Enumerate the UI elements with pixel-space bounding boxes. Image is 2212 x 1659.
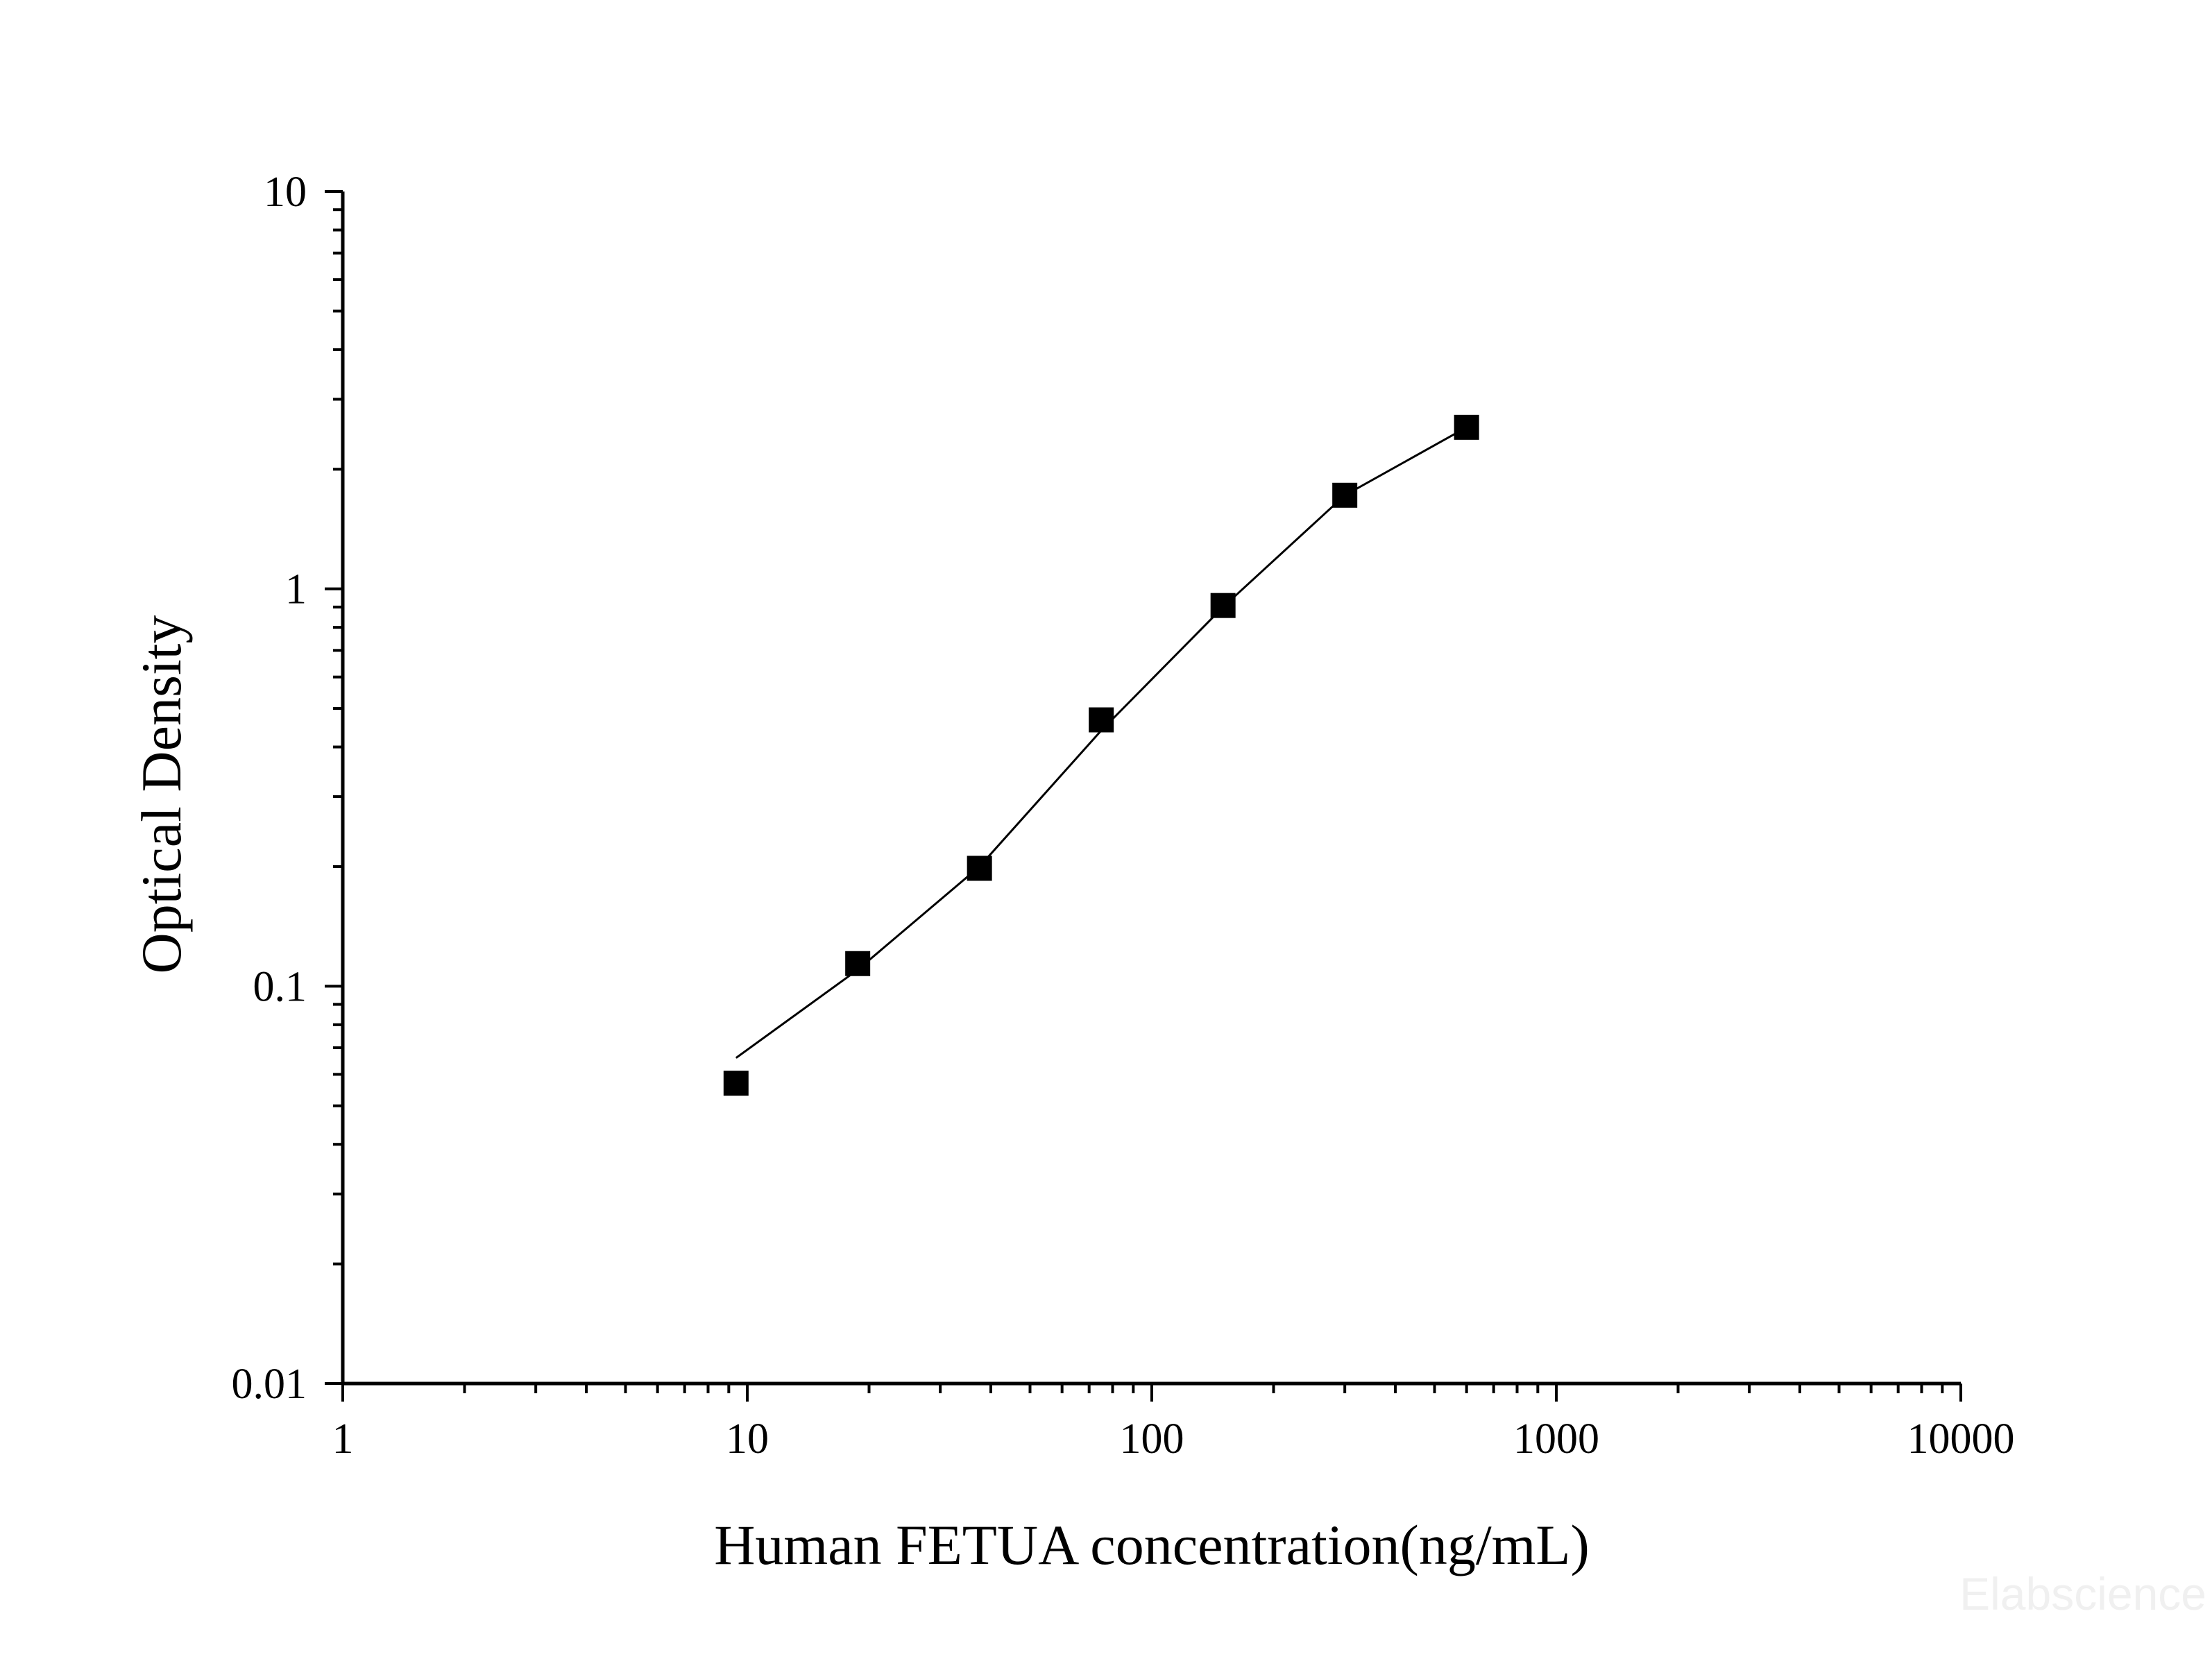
x-tick-label: 1000 xyxy=(1513,1415,1599,1463)
x-tick-label: 1 xyxy=(332,1415,354,1463)
data-point-marker xyxy=(1089,707,1114,733)
ticks xyxy=(325,190,1962,1402)
data-point-marker xyxy=(723,1071,749,1096)
y-tick-label: 1 xyxy=(285,566,307,613)
data-point-marker xyxy=(1454,414,1479,440)
y-tick-label: 10 xyxy=(264,169,307,216)
y-tick-label: 0.01 xyxy=(232,1361,307,1408)
x-tick-label: 10000 xyxy=(1907,1415,2015,1463)
y-axis-title: Optical Density xyxy=(130,615,193,974)
data-point-marker xyxy=(845,951,871,976)
tick-labels: 1 10 100 1000 10000 0.01 0.1 1 10 xyxy=(232,169,2015,1463)
x-axis-title: Human FETUA concentration(ng/mL) xyxy=(714,1513,1590,1576)
data-point-marker xyxy=(967,856,992,881)
data-point-marker xyxy=(1210,593,1236,618)
data-point-marker xyxy=(1332,482,1358,508)
axes xyxy=(341,192,1961,1386)
x-tick-label: 10 xyxy=(726,1415,769,1463)
watermark: Elabscience xyxy=(1959,1568,2206,1619)
data-markers xyxy=(723,414,1479,1096)
x-tick-label: 100 xyxy=(1120,1415,1184,1463)
y-tick-label: 0.1 xyxy=(253,963,307,1010)
